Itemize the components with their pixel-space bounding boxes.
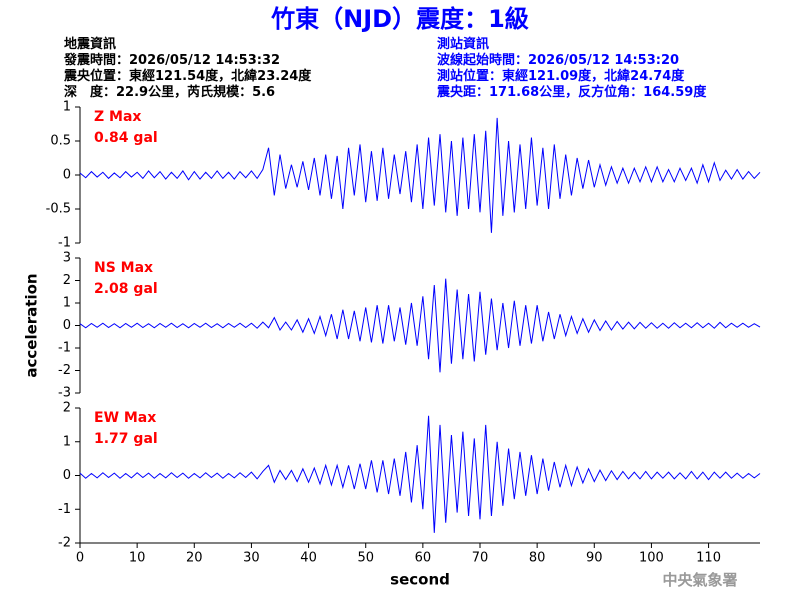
y-tick-label: -0.5 <box>46 202 71 217</box>
chart-title: 竹東（NJD）震度：1級 <box>270 5 529 33</box>
x-tick-label: 80 <box>529 551 546 566</box>
annotation: NS Max <box>94 260 153 276</box>
y-tick-label: -3 <box>58 386 71 401</box>
y-tick-label: -1 <box>58 341 71 356</box>
x-tick-label: 110 <box>696 551 721 566</box>
info-text: 測站資訊 <box>437 36 489 52</box>
annotation: 1.77 gal <box>94 431 158 447</box>
annotation: Z Max <box>94 109 141 125</box>
x-tick-label: 20 <box>186 551 203 566</box>
info-text: 震央距：171.68公里，反方位角：164.59度 <box>436 84 707 100</box>
x-tick-label: 70 <box>472 551 489 566</box>
y-axis-label: acceleration <box>23 273 41 377</box>
info-text: 震央位置：東經121.54度，北緯23.24度 <box>63 68 312 84</box>
y-tick-label: 0 <box>63 468 71 483</box>
footer: 中央氣象署 <box>662 571 737 589</box>
y-tick-label: -2 <box>58 536 71 551</box>
info-text: 測站位置：東經121.09度，北緯24.74度 <box>437 68 685 84</box>
x-axis-label: second <box>390 571 450 589</box>
x-tick-label: 40 <box>300 551 317 566</box>
x-tick-label: 90 <box>586 551 603 566</box>
x-tick-label: 60 <box>415 551 432 566</box>
y-tick-label: 2 <box>63 401 71 416</box>
y-tick-label: 0.5 <box>50 134 71 149</box>
annotation: 0.84 gal <box>94 130 158 146</box>
y-tick-label: 0 <box>63 318 71 333</box>
y-tick-label: -2 <box>58 363 71 378</box>
y-tick-label: -1 <box>58 502 71 517</box>
y-tick-label: 3 <box>63 251 71 266</box>
annotation: 2.08 gal <box>94 281 158 297</box>
waveform <box>79 278 761 373</box>
info-text: 深 度：22.9公里，芮氏規模：5.6 <box>64 84 275 100</box>
y-tick-label: 1 <box>63 100 71 115</box>
y-tick-label: -1 <box>58 236 71 251</box>
info-text: 地震資訊 <box>64 36 116 52</box>
annotation: EW Max <box>94 410 156 426</box>
x-tick-label: 50 <box>357 551 374 566</box>
x-tick-label: 30 <box>243 551 260 566</box>
y-tick-label: 0 <box>63 168 71 183</box>
waveform <box>79 117 761 233</box>
x-tick-label: 0 <box>76 551 84 566</box>
y-tick-label: 2 <box>63 273 71 288</box>
info-text: 波線起始時間：2026/05/12 14:53:20 <box>437 52 679 68</box>
y-tick-label: 1 <box>63 434 71 449</box>
x-tick-label: 10 <box>129 551 146 566</box>
y-tick-label: 1 <box>63 296 71 311</box>
waveform <box>79 415 761 533</box>
x-tick-label: 100 <box>639 551 664 566</box>
info-text: 發震時間：2026/05/12 14:53:32 <box>63 52 280 68</box>
